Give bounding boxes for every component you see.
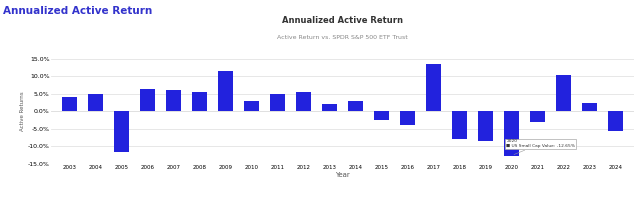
Bar [218,71,233,111]
Bar [113,111,129,152]
Bar [348,101,363,111]
X-axis label: Year: Year [335,172,350,178]
Bar [140,89,155,111]
Bar [529,111,545,122]
Bar [296,92,311,111]
Text: Annualized Active Return: Annualized Active Return [282,16,403,25]
Bar [452,111,467,139]
Text: Annualized Active Return: Annualized Active Return [3,6,152,16]
Bar [399,111,415,125]
Bar [582,102,597,111]
Bar [477,111,493,141]
Bar [607,111,623,131]
Y-axis label: Active Returns: Active Returns [20,92,25,131]
Bar [504,111,519,156]
Bar [88,94,103,111]
Bar [244,101,259,111]
Bar [556,75,571,111]
Bar [191,92,207,111]
Bar [269,94,285,111]
Text: 2020
■ US Small Cap Value: -12.65%: 2020 ■ US Small Cap Value: -12.65% [506,139,575,155]
Bar [374,111,389,120]
Bar [61,97,77,111]
Bar [166,90,181,111]
Bar [321,104,337,111]
Bar [426,64,441,111]
Text: Active Return vs. SPDR S&P 500 ETF Trust: Active Return vs. SPDR S&P 500 ETF Trust [277,35,408,40]
